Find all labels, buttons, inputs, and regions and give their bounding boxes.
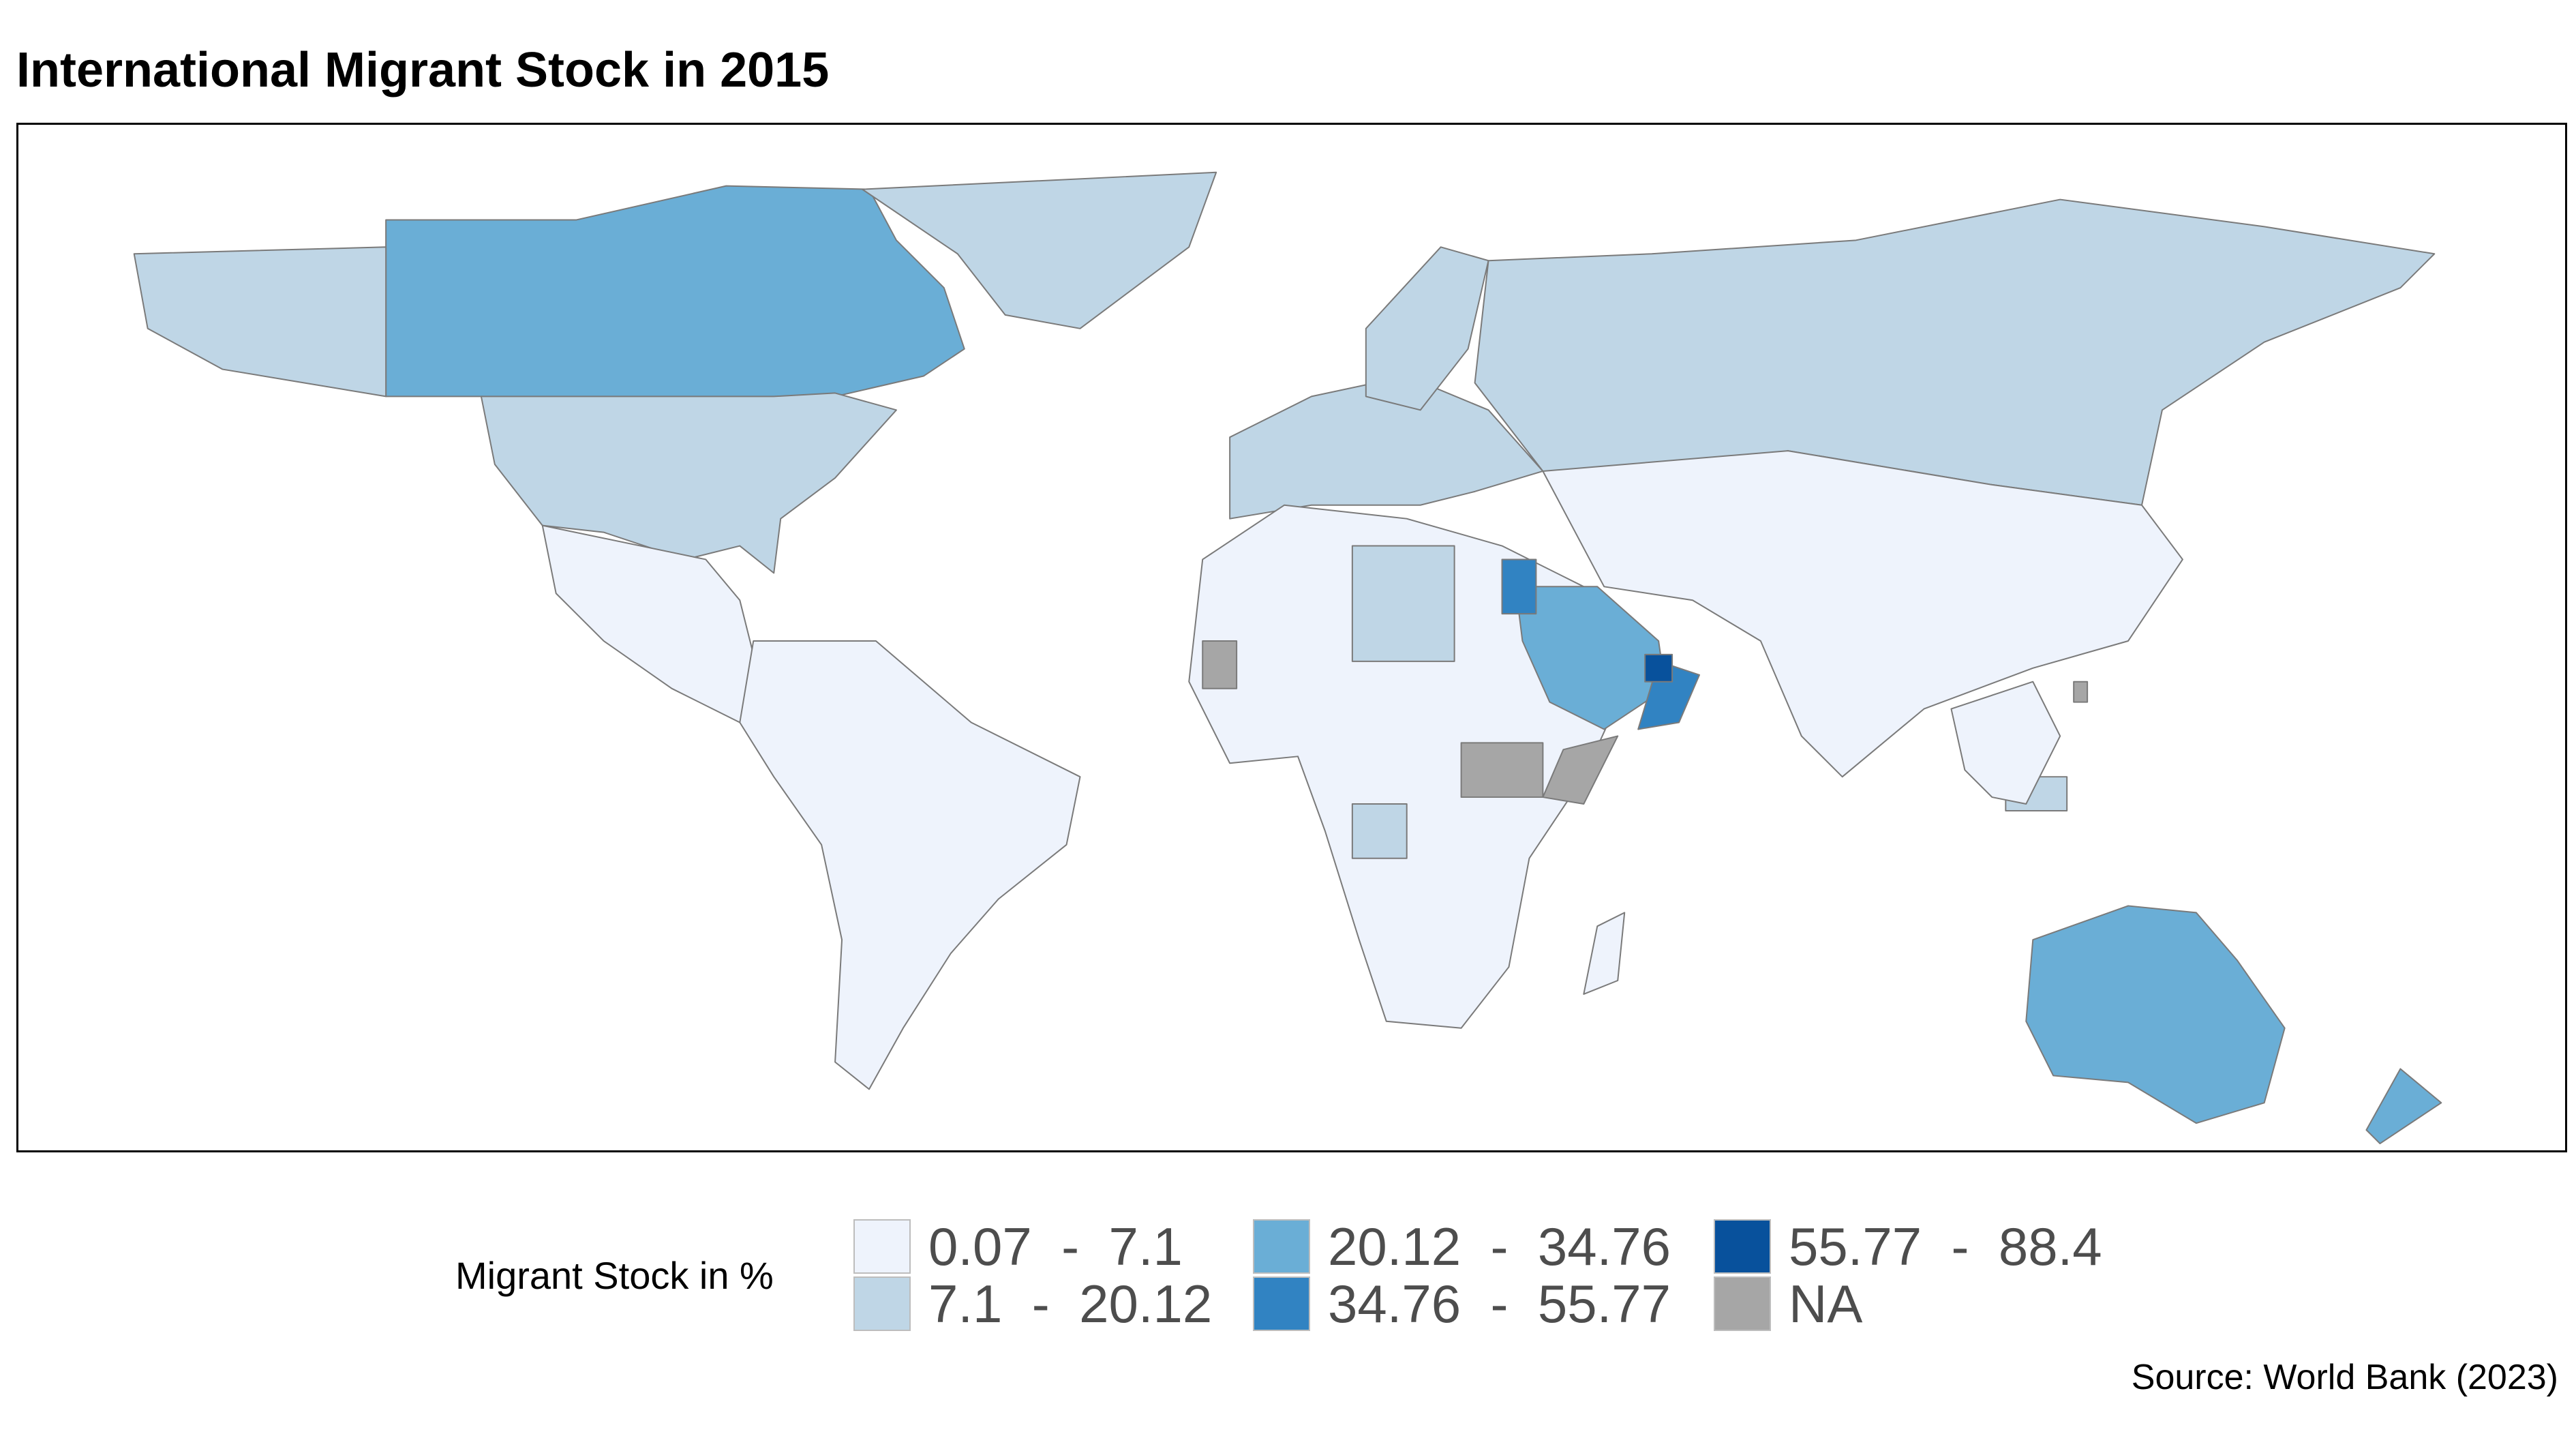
source-note: Source: World Bank (2023) — [2131, 1358, 2558, 1397]
region-southeast-asia — [1950, 681, 2061, 805]
legend-swatch — [1714, 1276, 1771, 1331]
world-map — [133, 171, 2442, 1145]
region-libya — [1351, 545, 1455, 662]
region-south-america — [739, 640, 1081, 1090]
legend-label: 20.12 - 34.76 — [1328, 1216, 1671, 1276]
legend-label: 0.07 - 7.1 — [928, 1216, 1183, 1276]
legend-item-0: 0.07 - 7.1 — [853, 1218, 1253, 1275]
legend-item-1: 7.1 - 20.12 — [853, 1275, 1253, 1332]
legend-label: 34.76 - 55.77 — [1328, 1274, 1671, 1334]
map-panel — [16, 123, 2567, 1152]
legend: 0.07 - 7.1 20.12 - 34.76 55.77 - 88.4 7.… — [853, 1218, 2136, 1332]
legend-swatch — [1253, 1219, 1310, 1274]
region-alaska — [133, 246, 387, 398]
legend-title: Migrant Stock in % — [455, 1254, 774, 1297]
legend-swatch — [1714, 1219, 1771, 1274]
legend-swatch — [853, 1276, 911, 1331]
map-title: International Migrant Stock in 2015 — [16, 43, 830, 98]
region-western-sahara — [1202, 640, 1238, 689]
region-russia — [1474, 198, 2436, 506]
region-greenland — [862, 171, 1217, 329]
region-united-states — [480, 392, 897, 574]
legend-item-4: 55.77 - 88.4 — [1714, 1218, 2136, 1275]
region-australia — [2025, 905, 2286, 1124]
region-somalia — [1542, 735, 1619, 805]
region-africa — [1188, 504, 1619, 1029]
region-madagascar — [1583, 912, 1626, 995]
region-europe-west — [1229, 375, 1544, 520]
region-taiwan — [2073, 681, 2089, 703]
legend-label: 7.1 - 20.12 — [928, 1274, 1213, 1334]
region-mexico-and-central-america — [541, 524, 775, 723]
region-south-sudan — [1460, 742, 1544, 798]
region-new-zealand — [2365, 1068, 2442, 1145]
region-saudi-arabia — [1515, 586, 1667, 730]
legend-swatch — [1253, 1276, 1310, 1331]
legend-item-5: NA — [1714, 1275, 2136, 1332]
legend-label: NA — [1789, 1274, 1863, 1334]
legend-swatch — [853, 1219, 911, 1274]
legend-label: 55.77 - 88.4 — [1789, 1216, 2102, 1276]
legend-item-3: 34.76 - 55.77 — [1253, 1275, 1714, 1332]
legend-item-2: 20.12 - 34.76 — [1253, 1218, 1714, 1275]
region-united-arab-emirates — [1644, 653, 1673, 683]
region-asia — [1542, 450, 2183, 778]
region-scandinavia — [1365, 246, 1489, 411]
region-israel-and-jordan — [1501, 558, 1537, 615]
region-gabon — [1351, 803, 1408, 859]
